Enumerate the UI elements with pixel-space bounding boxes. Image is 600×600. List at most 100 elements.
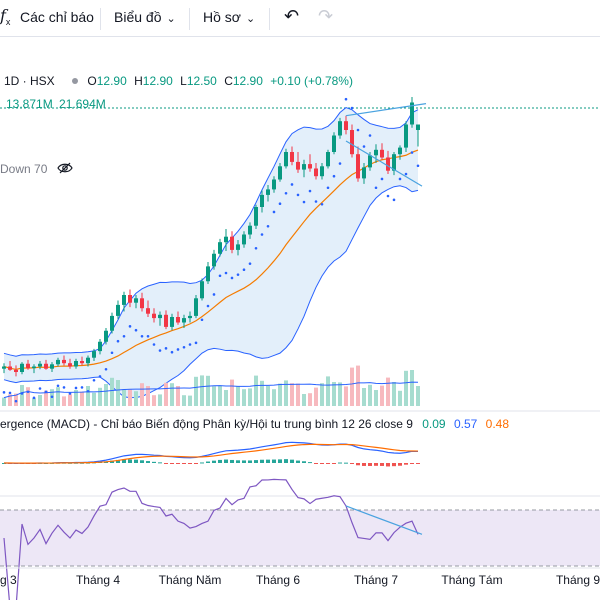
candle-body [68, 363, 72, 367]
candle-body [212, 253, 216, 267]
volume-bar [44, 390, 48, 406]
candle-body [218, 242, 222, 254]
chevron-down-icon: ⌄ [245, 13, 256, 25]
macd-histogram-bar [194, 463, 198, 464]
candle-body [152, 313, 156, 319]
volume-bar [176, 386, 180, 406]
candle-body [272, 179, 276, 190]
sar-dot [326, 186, 330, 190]
time-axis-label: Tháng Tám [441, 573, 502, 587]
volume-bar [416, 386, 420, 406]
macd-histogram-bar [242, 460, 246, 463]
time-axis-label: Tháng 7 [354, 573, 398, 587]
macd-histogram-bar [368, 463, 372, 466]
sar-dot [62, 386, 66, 389]
candle-body [296, 161, 300, 170]
sar-dot [356, 128, 360, 132]
sar-dot [260, 233, 264, 236]
macd-histogram-bar [302, 461, 306, 463]
bollinger-lower-line [3, 185, 419, 399]
volume-bar [116, 380, 120, 406]
candle-body [134, 298, 138, 303]
candle-body [416, 124, 420, 130]
fx-icon-letter: f [0, 6, 6, 25]
volume-bar [218, 385, 222, 406]
sar-dot [302, 200, 306, 204]
redo-button[interactable]: ↷ [318, 6, 333, 27]
sar-dot [116, 339, 120, 343]
candle-body [2, 366, 6, 369]
sar-dot [314, 200, 318, 203]
candle-body [374, 149, 378, 156]
candle-body [56, 359, 60, 365]
sar-dot [332, 174, 336, 178]
sar-dot [320, 202, 324, 206]
eye-hidden-icon[interactable] [57, 162, 73, 177]
volume-bar [146, 386, 150, 406]
macd-histogram-bar [332, 463, 336, 464]
undo-button[interactable]: ↶ [284, 6, 299, 27]
volume-bar [158, 394, 162, 406]
macd-histogram-bar [218, 459, 222, 463]
chart-type-button[interactable]: Biểu đồ ⌄ [114, 9, 176, 25]
candle-body [140, 298, 144, 309]
candle-body [362, 167, 366, 179]
sar-dot [404, 172, 408, 176]
sar-dot [212, 293, 216, 296]
macd-histogram-bar [350, 463, 354, 464]
macd-histogram-bar [134, 459, 138, 463]
sar-dot [374, 186, 378, 190]
sar-dot [122, 334, 126, 338]
candle-body [302, 164, 306, 170]
bollinger-band-fill [4, 107, 418, 398]
trend-line-lower [345, 140, 423, 187]
volume-bar [68, 394, 72, 406]
candle-body [194, 298, 198, 316]
sar-dot [134, 328, 138, 332]
volume-bar [296, 383, 300, 406]
open-label: O [87, 74, 97, 88]
symbol-name[interactable]: 1D · HSX [4, 74, 55, 88]
volume-bar [362, 388, 366, 406]
macd-signal-value: 0.48 [485, 417, 510, 431]
sar-dot [206, 304, 210, 308]
macd-histogram-bar [290, 459, 294, 463]
indicators-button[interactable]: Các chỉ báo [20, 9, 94, 25]
macd-signal-line [3, 443, 419, 464]
sar-dot [398, 177, 402, 181]
candle-body [80, 361, 84, 364]
candle-body [206, 266, 210, 282]
sar-dot [290, 183, 294, 186]
candle-body [284, 152, 288, 167]
candle-body [278, 166, 282, 180]
candle-body [350, 130, 354, 155]
toolbar-divider [269, 8, 270, 30]
candle-body [164, 314, 168, 327]
profile-button[interactable]: Hồ sơ ⌄ [203, 9, 255, 25]
volume-bar [206, 375, 210, 406]
candle-body [170, 317, 174, 327]
fx-icon[interactable]: fx [0, 6, 10, 27]
time-axis-label: Tháng 9 [556, 573, 600, 587]
candle-body [404, 124, 408, 148]
sar-dot [230, 276, 234, 280]
volume-value-a: 13.871M [6, 97, 53, 111]
volume-bar [8, 394, 12, 406]
high-value: 12.90 [142, 74, 173, 88]
volume-bar [110, 377, 114, 406]
low-value: 12.50 [186, 74, 217, 88]
candle-body [236, 244, 240, 250]
macd-histogram-bar [224, 459, 228, 463]
candle-body [332, 135, 336, 152]
candle-body [182, 318, 186, 323]
time-axis-label: Tháng 4 [76, 573, 120, 587]
close-value: 12.90 [232, 74, 263, 88]
sar-dot [296, 193, 300, 197]
candle-body [410, 102, 414, 125]
macd-histogram-bar [326, 463, 330, 464]
macd-histogram-bar [380, 463, 384, 466]
sar-dot [26, 390, 30, 394]
volume-bar [254, 375, 258, 406]
volume-bar [128, 389, 132, 406]
